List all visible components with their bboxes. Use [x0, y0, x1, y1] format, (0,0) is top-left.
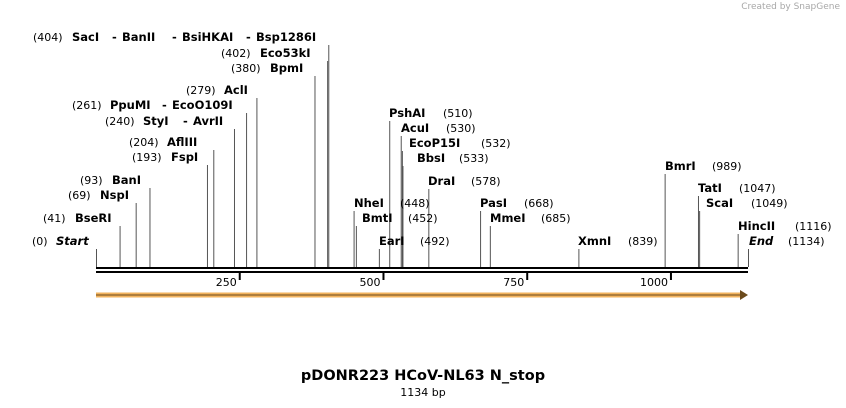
enzyme-position-eari: (492)	[420, 235, 450, 248]
enzyme-label-avrii: AvrII	[193, 114, 223, 128]
enzyme-label-styi: StyI	[143, 114, 169, 128]
enzyme-position-nhei: (448)	[400, 197, 430, 210]
orf-feature-arrowhead	[740, 290, 748, 300]
enzyme-label-bani: BanI	[112, 173, 141, 187]
enzyme-label-bsihkai: BsiHKAI	[182, 30, 233, 44]
enzyme-label-ppumi: PpuMI	[110, 98, 151, 112]
enzyme-label-eco53ki: Eco53kI	[260, 46, 311, 60]
enzyme-position-drai: (578)	[471, 175, 501, 188]
enzyme-position-tati: (1047)	[739, 182, 776, 195]
scale-tick-label: 250	[216, 276, 237, 289]
enzyme-position-acli: (279)	[186, 84, 216, 97]
enzyme-label-xmni: XmnI	[578, 234, 611, 248]
enzyme-label-bseri: BseRI	[75, 211, 112, 225]
enzyme-position-mmei: (685)	[541, 212, 571, 225]
enzyme-position-fspi: (193)	[132, 151, 162, 164]
enzyme-label-start: Start	[56, 234, 89, 248]
enzyme-position-styi: (240)	[105, 115, 135, 128]
enzyme-label-nspi: NspI	[100, 188, 129, 202]
enzyme-label-hincii: HincII	[738, 219, 775, 233]
enzyme-position-bbsi: (533)	[459, 152, 489, 165]
enzyme-position-bpmi: (380)	[231, 62, 261, 75]
enzyme-label-fspi: FspI	[171, 150, 198, 164]
enzyme-label-afliii: AflIII	[167, 135, 197, 149]
enzyme-label-bpmi: BpmI	[270, 61, 303, 75]
enzyme-label-drai: DraI	[428, 174, 455, 188]
enzyme-label-acli: AclI	[224, 83, 248, 97]
enzyme-label-end: End	[749, 234, 774, 248]
snapgene-watermark: Created by SnapGene	[741, 2, 840, 12]
enzyme-position-ppumi: (261)	[72, 99, 102, 112]
enzyme-position-start: (0)	[32, 235, 48, 248]
enzyme-label-bbsi: BbsI	[417, 151, 445, 165]
enzyme-label-banii: BanII	[122, 30, 155, 44]
enzyme-position-eco53ki: (402)	[221, 47, 251, 60]
enzyme-position-acui: (530)	[446, 122, 476, 135]
enzyme-separator: -	[112, 30, 117, 44]
enzyme-separator: -	[172, 30, 177, 44]
enzyme-label-tati: TatI	[698, 181, 722, 195]
enzyme-position-nspi: (69)	[68, 189, 91, 202]
enzyme-label-scai: ScaI	[706, 196, 733, 210]
scale-tick-label: 1000	[640, 276, 668, 289]
enzyme-position-bseri: (41)	[43, 212, 66, 225]
enzyme-label-bmri: BmrI	[665, 159, 696, 173]
enzyme-position-pshai: (510)	[443, 107, 473, 120]
enzyme-separator: -	[246, 30, 251, 44]
scale-tick-label: 750	[503, 276, 524, 289]
enzyme-label-nhei: NheI	[354, 196, 384, 210]
enzyme-label-eari: EarI	[379, 234, 405, 248]
enzyme-label-pshai: PshAI	[389, 106, 425, 120]
enzyme-label-mmei: MmeI	[490, 211, 526, 225]
enzyme-position-saci: (404)	[33, 31, 63, 44]
enzyme-position-ecop15i: (532)	[481, 137, 511, 150]
scale-tick-label: 500	[359, 276, 380, 289]
enzyme-position-pasi: (668)	[524, 197, 554, 210]
enzyme-position-afliii: (204)	[129, 136, 159, 149]
enzyme-separator: -	[162, 98, 167, 112]
enzyme-label-saci: SacI	[72, 30, 99, 44]
plasmid-length: 1134 bp	[400, 386, 446, 399]
enzyme-label-bmti: BmtI	[362, 211, 393, 225]
enzyme-label-pasi: PasI	[480, 196, 507, 210]
enzyme-position-xmni: (839)	[628, 235, 658, 248]
enzyme-label-acui: AcuI	[401, 121, 429, 135]
enzyme-label-bsp1286i: Bsp1286I	[256, 30, 316, 44]
enzyme-position-scai: (1049)	[751, 197, 788, 210]
plasmid-title: pDONR223 HCoV-NL63 N_stop	[300, 368, 546, 384]
enzyme-position-bmri: (989)	[712, 160, 742, 173]
enzyme-position-bani: (93)	[80, 174, 103, 187]
enzyme-position-end: (1134)	[788, 235, 825, 248]
enzyme-position-hincii: (1116)	[795, 220, 832, 233]
enzyme-position-bmti: (452)	[408, 212, 438, 225]
enzyme-label-ecoo109i: EcoO109I	[172, 98, 233, 112]
enzyme-separator: -	[183, 114, 188, 128]
enzyme-label-ecop15i: EcoP15I	[409, 136, 460, 150]
